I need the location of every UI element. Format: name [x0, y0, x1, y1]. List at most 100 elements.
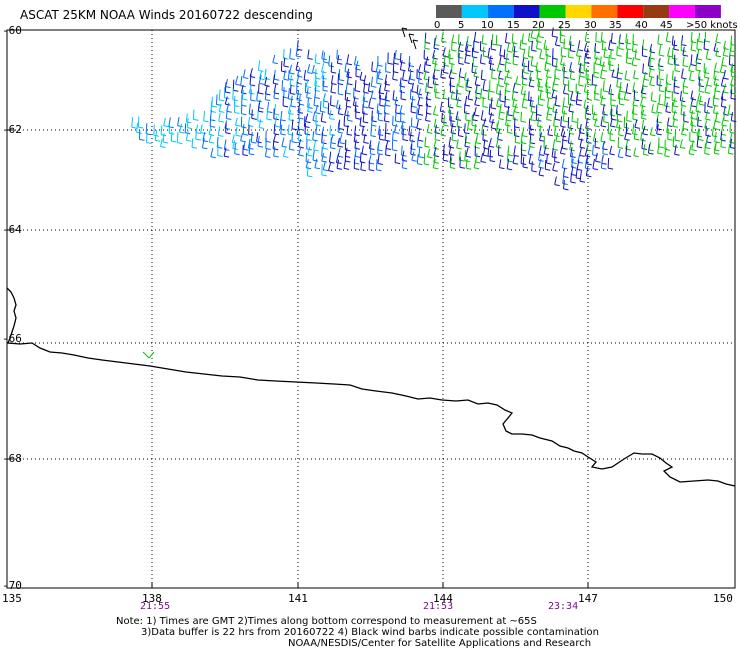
wind-barb — [715, 47, 721, 58]
wind-barb — [570, 158, 577, 169]
wind-barb — [241, 94, 247, 107]
wind-barb — [392, 61, 399, 74]
wind-barb — [295, 61, 302, 72]
wind-barb — [313, 140, 319, 152]
wind-barb — [600, 88, 606, 100]
wind-barb — [383, 112, 390, 123]
wind-barb — [625, 145, 631, 157]
wind-barb — [618, 93, 625, 106]
wind-barb — [633, 147, 639, 158]
wind-barb — [394, 49, 400, 61]
wind-barb — [546, 88, 553, 100]
wind-barb — [179, 123, 185, 134]
wind-barb — [704, 143, 710, 155]
wind-barb — [576, 47, 582, 58]
wind-barb — [528, 153, 535, 165]
wind-barb — [458, 34, 464, 46]
wind-barb — [528, 77, 535, 88]
wind-barb — [335, 153, 342, 164]
wind-barb — [392, 90, 399, 102]
wind-barb — [306, 166, 313, 178]
wind-barb — [435, 88, 441, 99]
wind-barb — [583, 99, 590, 110]
wind-barb — [609, 105, 616, 117]
wind-barb — [185, 130, 192, 142]
wind-barb — [379, 95, 385, 107]
wind-barb — [456, 139, 462, 150]
wind-barb — [720, 137, 726, 149]
wind-barb — [336, 55, 343, 65]
wind-barb — [273, 88, 279, 100]
wind-barb — [321, 152, 327, 163]
wind-barb — [433, 37, 440, 50]
wind-barb — [562, 110, 569, 123]
legend-label-10: 10 — [481, 20, 494, 31]
wind-barb — [393, 123, 400, 134]
wind-barb — [457, 125, 464, 138]
wind-barb — [713, 87, 720, 100]
wind-barb — [371, 61, 377, 73]
wind-barb — [559, 144, 566, 155]
wind-barb — [290, 95, 296, 108]
wind-barb — [416, 153, 423, 166]
wind-barb — [530, 29, 537, 40]
wind-barb — [704, 120, 710, 130]
wind-barb — [705, 110, 711, 121]
wind-barb — [594, 138, 601, 149]
wind-barb — [465, 147, 471, 158]
wind-barb — [600, 158, 607, 170]
wind-barb — [586, 154, 592, 166]
wind-barb — [507, 105, 513, 117]
wind-barb — [666, 123, 672, 134]
time-label-1: 21:55 — [140, 601, 171, 612]
wind-barb — [490, 97, 497, 110]
legend-swatch — [695, 5, 721, 18]
wind-barb — [257, 135, 264, 148]
wind-barb — [658, 137, 664, 149]
wind-barb — [337, 73, 344, 86]
wind-barb — [312, 111, 318, 122]
wind-barb — [600, 116, 607, 128]
wind-barb — [664, 86, 671, 99]
wind-barb — [307, 103, 313, 113]
wind-barb — [272, 54, 278, 65]
wind-barb — [208, 133, 215, 144]
wind-barb — [608, 54, 614, 66]
wind-barb — [447, 49, 454, 60]
wind-barb — [473, 123, 480, 135]
lon-label-147: 147 — [578, 592, 598, 605]
wind-barb — [273, 69, 280, 81]
wind-barb — [511, 89, 518, 102]
wind-barb — [602, 80, 609, 93]
wind-barb — [722, 46, 729, 57]
legend-swatch — [513, 5, 540, 18]
wind-barb — [730, 89, 736, 100]
wind-barb — [504, 32, 511, 44]
wind-barb — [328, 162, 334, 173]
wind-barb — [682, 56, 688, 68]
wind-barb — [577, 40, 584, 52]
wind-barb — [289, 75, 296, 87]
wind-barb — [305, 113, 311, 124]
wind-barb — [560, 116, 566, 128]
wind-barb — [153, 124, 159, 137]
wind-barb — [458, 41, 464, 53]
wind-barb — [609, 145, 615, 156]
wind-barb — [322, 96, 329, 109]
wind-barb — [538, 167, 545, 177]
wind-barb — [674, 144, 680, 156]
wind-barb — [625, 39, 632, 51]
wind-barb — [602, 142, 608, 156]
wind-barb — [514, 117, 520, 129]
wind-barb — [464, 53, 470, 64]
wind-barb — [602, 104, 608, 116]
wind-barb — [698, 82, 705, 93]
wind-barb — [264, 90, 271, 102]
wind-barb — [471, 114, 478, 127]
wind-barb — [459, 156, 465, 169]
wind-barb — [585, 118, 591, 130]
wind-barb — [338, 69, 345, 82]
wind-barb — [579, 67, 585, 78]
wind-barb — [418, 146, 424, 159]
